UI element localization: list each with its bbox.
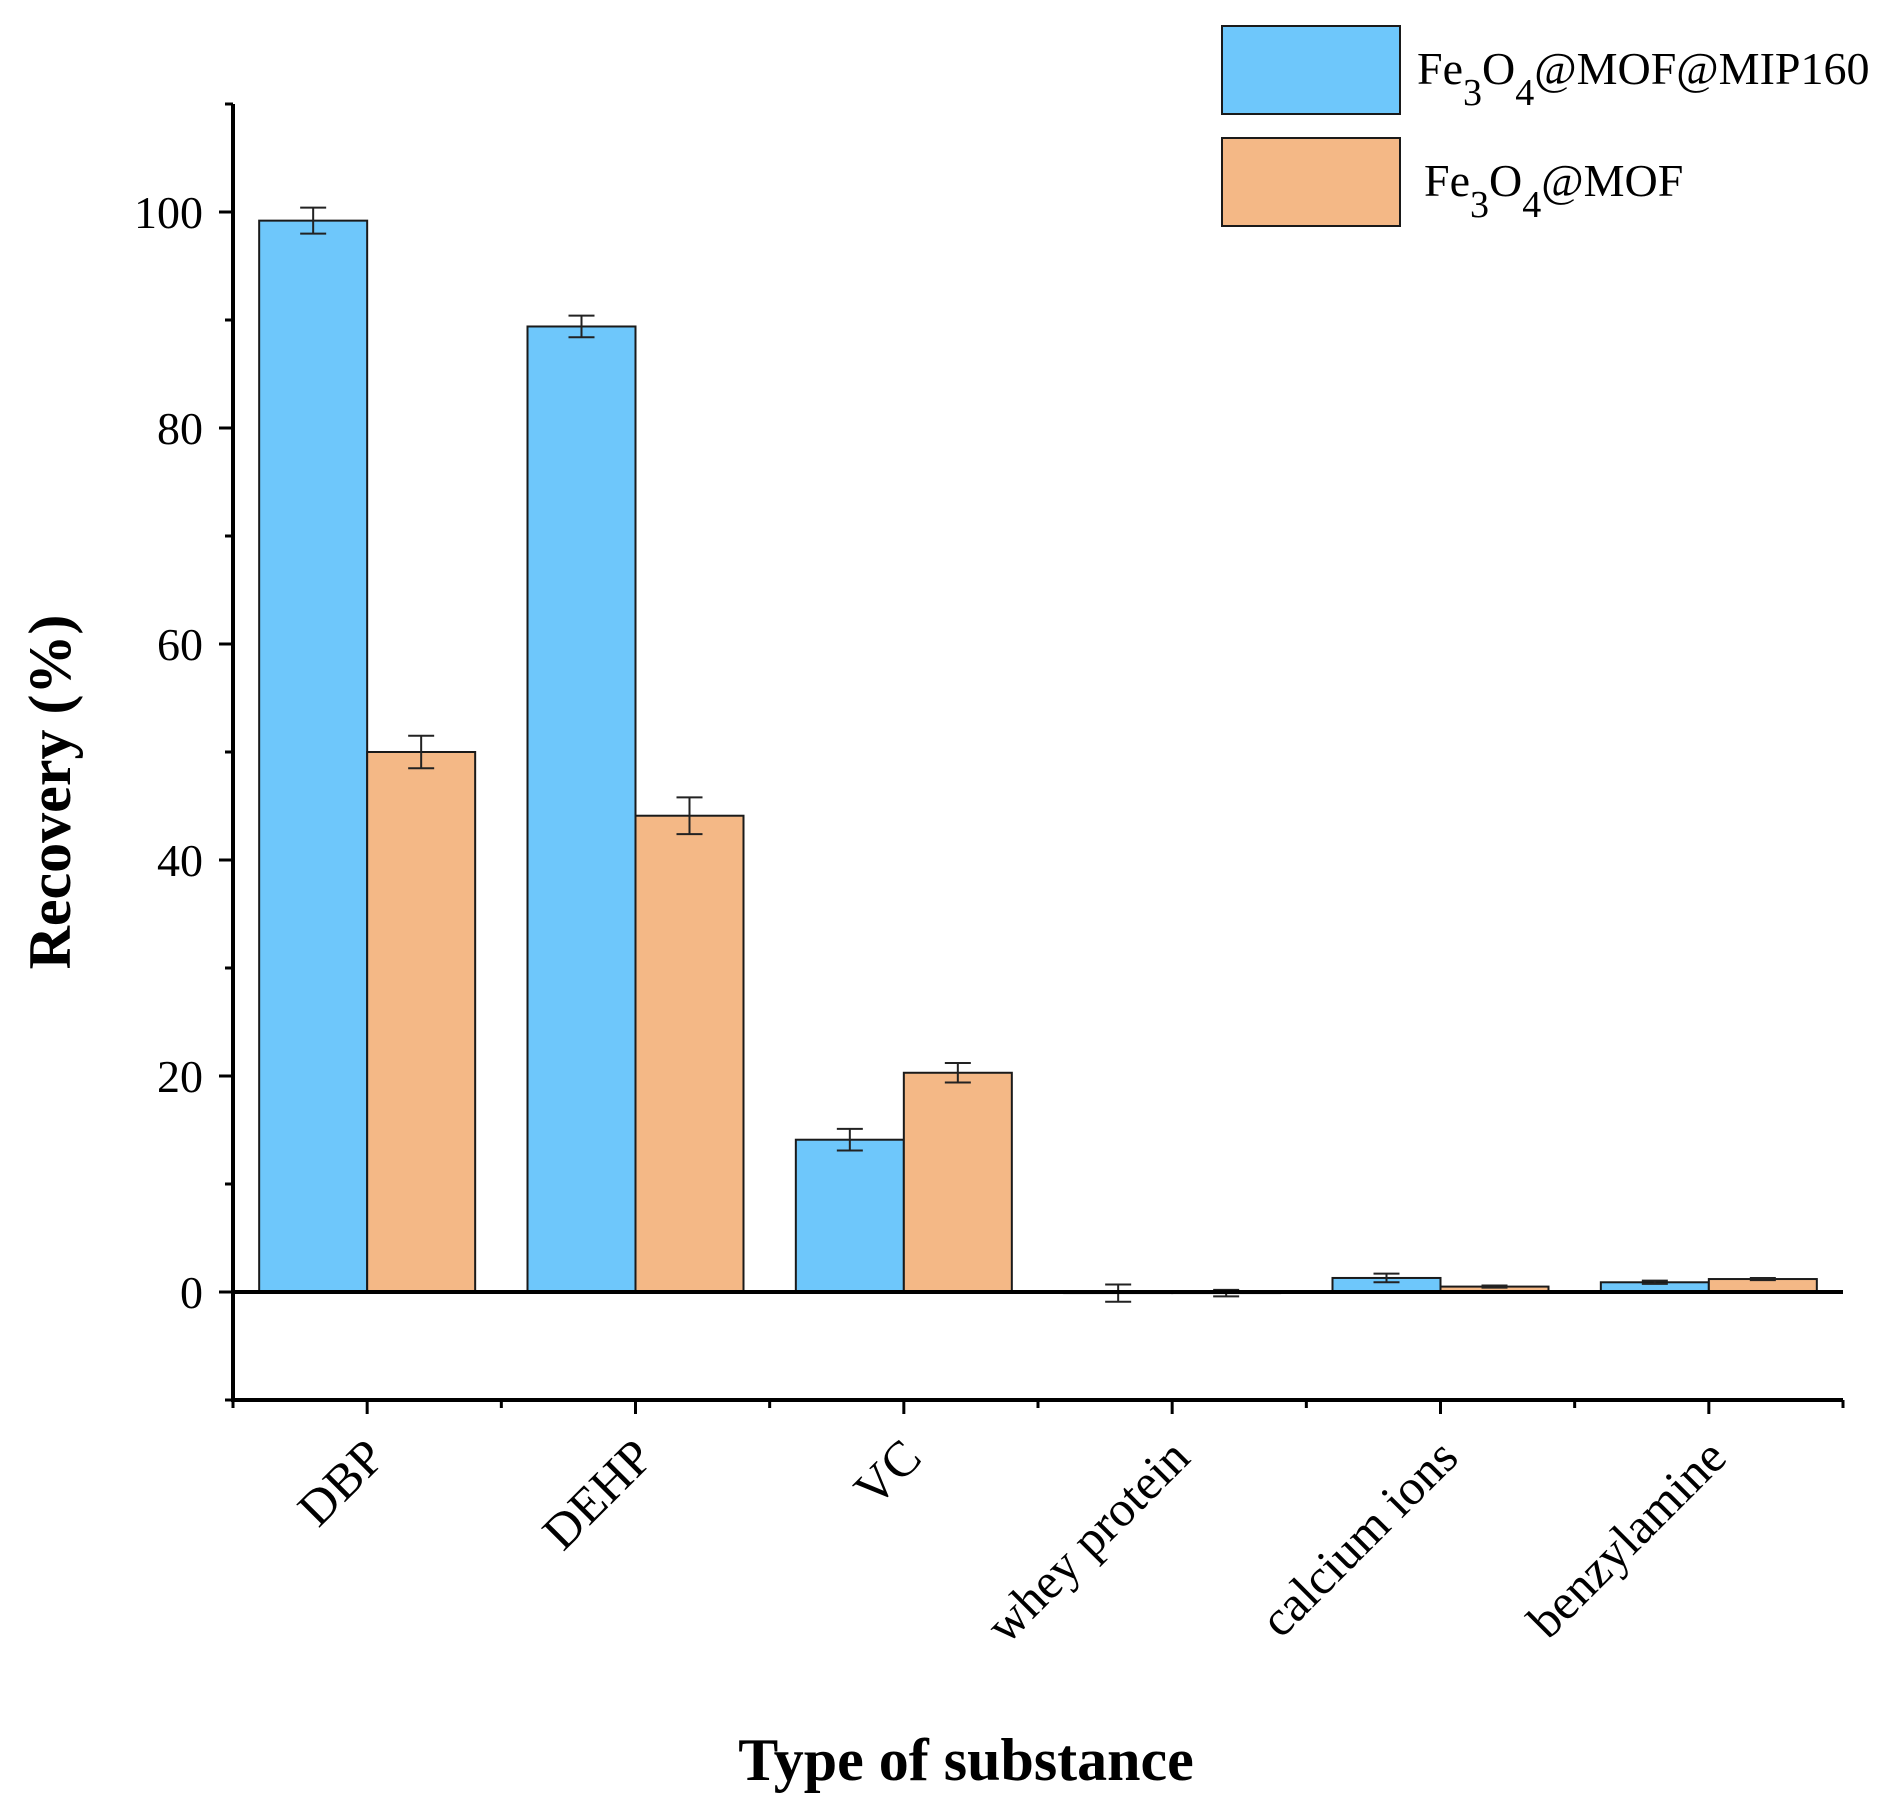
legend-label-mip: Fe3O4@MOF@MIP160 bbox=[1417, 43, 1869, 114]
y-axis-title: Recovery (%) bbox=[17, 615, 83, 970]
bar-mip-VC bbox=[796, 1140, 904, 1292]
x-tick-label-calcium-ions: calcium ions bbox=[1249, 1428, 1468, 1647]
legend-text-part: 4 bbox=[1515, 72, 1534, 114]
recovery-bar-chart: 0 20 40 60 80 100 DBP DEHP VC whey protein calcium… bbox=[0, 0, 1896, 1817]
bar-mof-DBP bbox=[367, 752, 475, 1292]
y-tick-label: 20 bbox=[157, 1051, 203, 1102]
legend-text-part: @MOF@MIP160 bbox=[1534, 43, 1869, 94]
legend-text-part: Fe bbox=[1424, 155, 1470, 206]
x-tick-label-DBP: DBP bbox=[287, 1428, 395, 1536]
y-tick-label: 80 bbox=[157, 403, 203, 454]
x-tick-label-VC: VC bbox=[843, 1428, 932, 1517]
bars-layer bbox=[259, 221, 1817, 1293]
legend-text-part: O bbox=[1482, 43, 1515, 94]
legend-text-part: 3 bbox=[1470, 184, 1489, 226]
legend-text-part: Fe bbox=[1417, 43, 1463, 94]
legend-swatch-mip bbox=[1222, 26, 1400, 114]
legend-label-mof: Fe3O4@MOF bbox=[1424, 155, 1683, 226]
x-tick-label-benzylamine: benzylamine bbox=[1516, 1428, 1736, 1648]
legend-swatch-mof bbox=[1222, 138, 1400, 226]
bar-mof-DEHP bbox=[636, 816, 744, 1292]
legend-text-part: @MOF bbox=[1541, 155, 1683, 206]
error-bars-layer bbox=[300, 208, 1776, 1302]
y-tick-label: 60 bbox=[157, 619, 203, 670]
y-tick-label: 40 bbox=[157, 835, 203, 886]
bar-mip-DBP bbox=[259, 221, 367, 1292]
bar-mof-VC bbox=[904, 1073, 1012, 1292]
x-axis-title: Type of substance bbox=[738, 1727, 1194, 1793]
y-tick-label: 0 bbox=[180, 1267, 203, 1318]
y-tick-label: 100 bbox=[134, 187, 203, 238]
bar-mip-DEHP bbox=[528, 326, 636, 1292]
legend-text-part: 4 bbox=[1522, 184, 1541, 226]
legend-text-part: 3 bbox=[1463, 72, 1482, 114]
x-tick-label-whey-protein: whey protein bbox=[975, 1428, 1200, 1653]
legend-text-part: O bbox=[1489, 155, 1522, 206]
x-tick-label-DEHP: DEHP bbox=[531, 1428, 663, 1560]
